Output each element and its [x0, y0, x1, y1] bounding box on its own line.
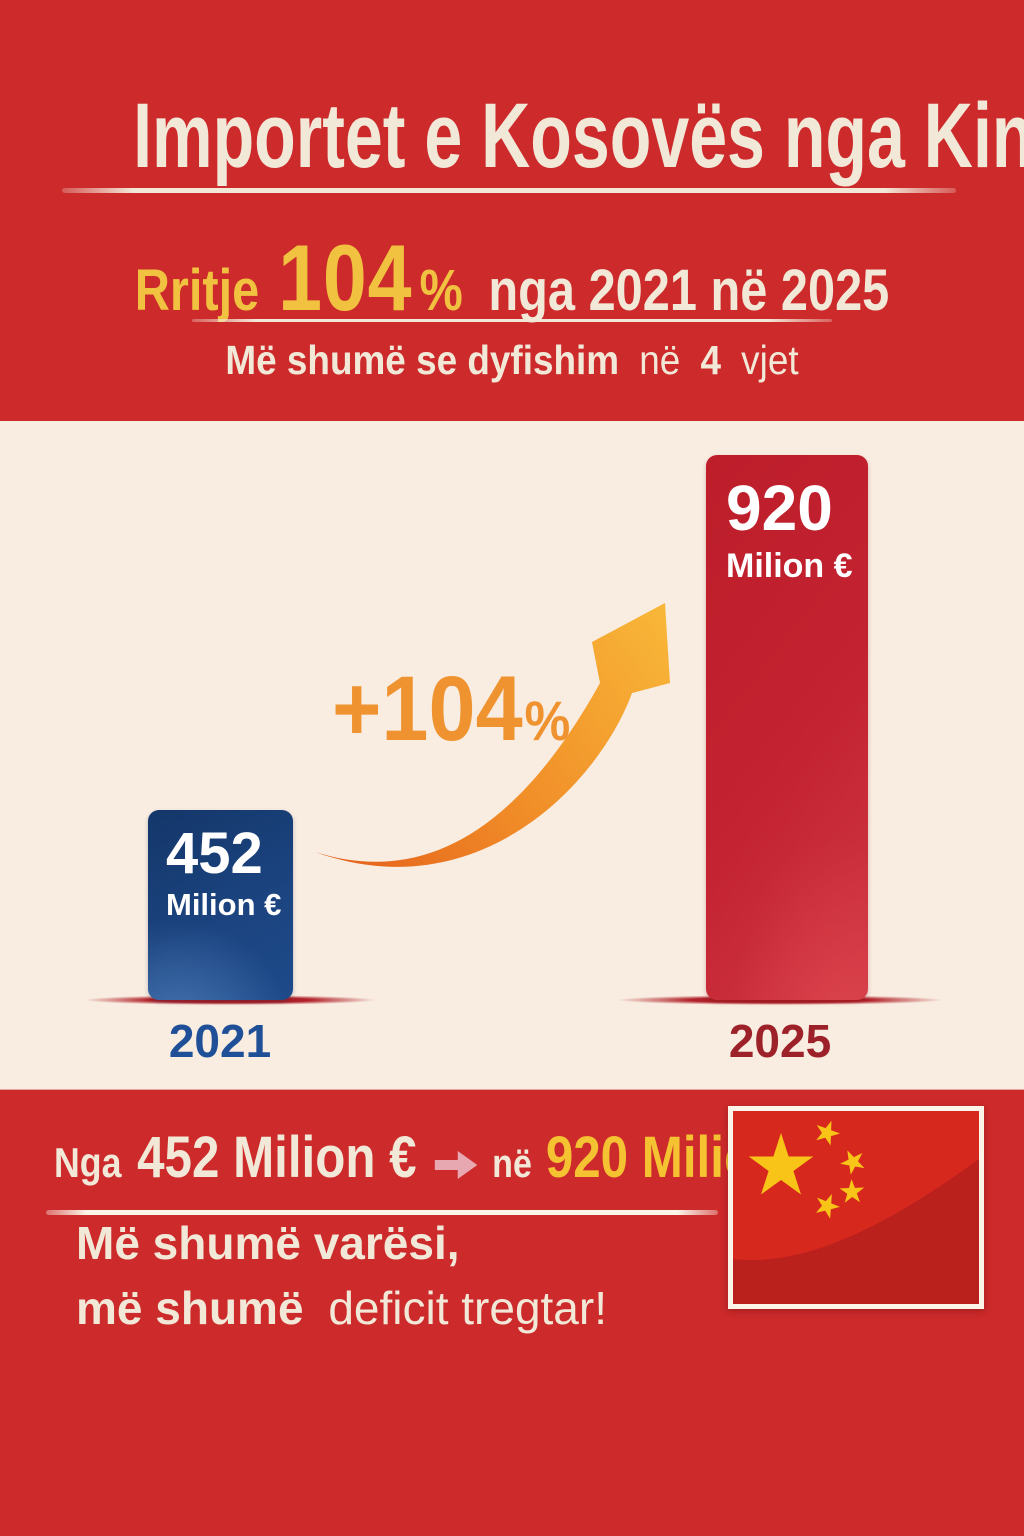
x-label-2021: 2021: [168, 1015, 272, 1067]
bar-2025: 920 Milion €: [706, 455, 868, 1000]
chart-panel: 920 Milion € 452 Milion € +104% 2021 202…: [0, 421, 1024, 1093]
subtitle-word-ne: në: [639, 337, 681, 383]
bar-2025-base-shadow: [617, 995, 943, 1005]
header-section: Importet e Kosovës nga Kina Rritje 104 %…: [0, 0, 1024, 421]
flag-large-star: [748, 1133, 814, 1195]
growth-annotation-pct: %: [524, 689, 571, 752]
bar-2021-unit: Milion €: [166, 887, 282, 922]
x-label-2025: 2025: [728, 1015, 832, 1067]
china-flag: [728, 1106, 984, 1309]
summary-stat-line: Nga 452 Milion € në 920 Milion €: [54, 1126, 825, 1205]
bar-2025-value: 920: [726, 472, 833, 544]
growth-period: nga 2021 në 2025: [488, 258, 890, 323]
footer-divider: [46, 1210, 718, 1215]
right-arrow-icon: [434, 1151, 478, 1179]
growth-prefix: Rritje: [134, 258, 260, 323]
bar-2021-value: 452: [166, 821, 263, 886]
title-divider: [62, 188, 956, 193]
subtitle-word-vjet: vjet: [741, 337, 799, 383]
footer-section: Nga 452 Milion € në 920 Milion € Më shum…: [0, 1090, 1024, 1536]
message-line-2-bold: më shumë: [76, 1282, 304, 1334]
growth-percent-sign: %: [419, 258, 463, 323]
bar-2025-unit: Milion €: [726, 547, 853, 585]
page-title: Importet e Kosovës nga Kina: [133, 85, 1024, 187]
subtitle: Më shumë se dyfishim në 4 vjet: [51, 336, 973, 384]
growth-value: 104: [278, 225, 413, 330]
subtitle-number: 4: [700, 337, 722, 383]
bar-2021: 452 Milion €: [148, 810, 293, 1000]
message-line-1: Më shumë varësi,: [76, 1217, 460, 1269]
growth-headline: Rritje 104 % nga 2021 në 2025: [82, 228, 942, 328]
subtitle-divider: [192, 319, 832, 322]
message-line-2: më shumë deficit tregtar!: [76, 1285, 607, 1331]
message-line-2-rest: deficit tregtar!: [328, 1282, 607, 1334]
growth-arrow-icon: [315, 603, 670, 867]
growth-annotation: +104%: [332, 657, 570, 762]
from-label: Nga: [54, 1139, 122, 1186]
subtitle-bold-text: Më shumë se dyfishim: [225, 337, 620, 383]
to-label: në: [492, 1142, 532, 1186]
from-value: 452 Milion €: [137, 1125, 417, 1190]
bar-2021-base-shadow: [84, 995, 376, 1005]
growth-annotation-value: +104: [332, 658, 523, 760]
